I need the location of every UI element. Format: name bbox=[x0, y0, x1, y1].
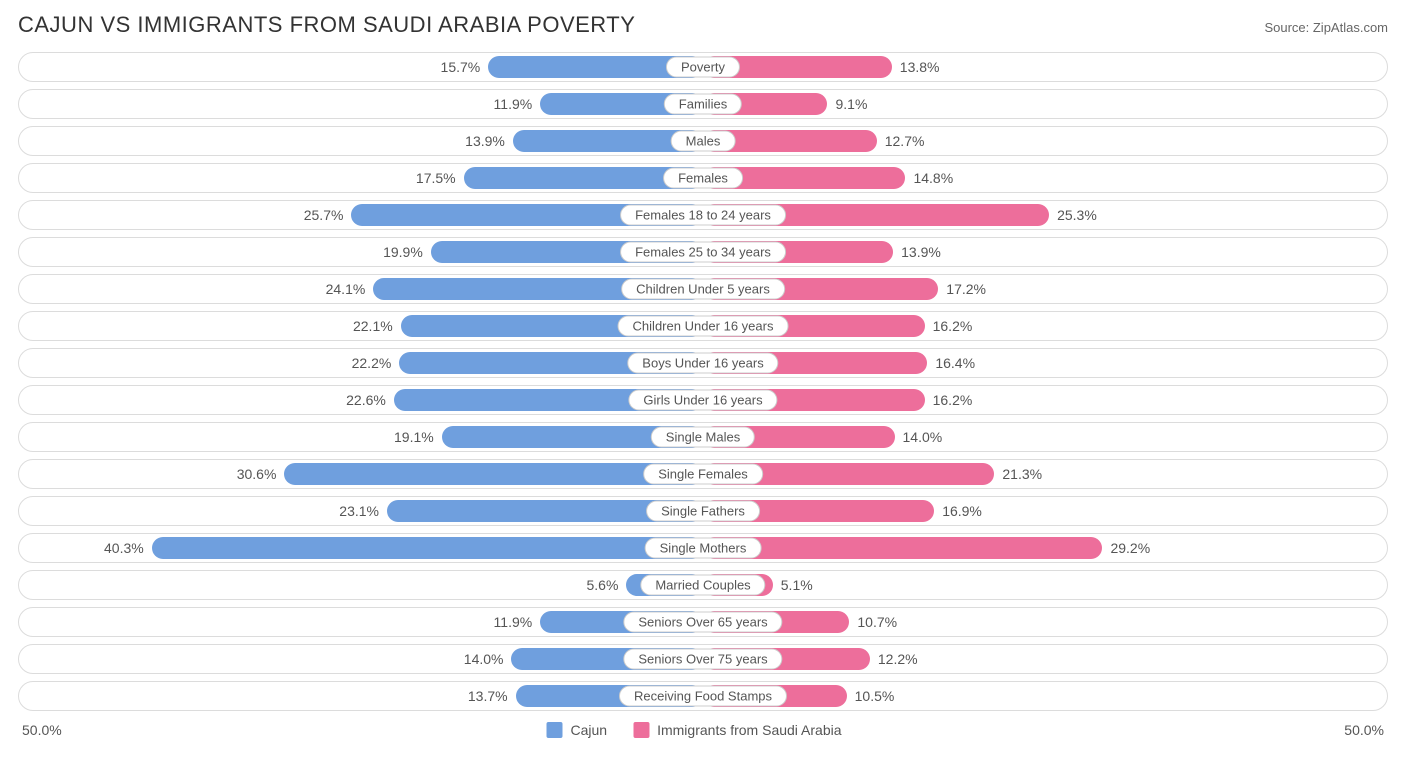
bar-left bbox=[284, 463, 703, 485]
chart-row: 19.9% 13.9% Females 25 to 34 years bbox=[18, 237, 1388, 267]
value-left: 23.1% bbox=[339, 503, 379, 519]
category-label: Females bbox=[663, 168, 743, 189]
chart-row: 23.1% 16.9% Single Fathers bbox=[18, 496, 1388, 526]
value-left: 5.6% bbox=[586, 577, 618, 593]
category-label: Males bbox=[671, 131, 736, 152]
value-left: 30.6% bbox=[237, 466, 277, 482]
category-label: Children Under 5 years bbox=[621, 279, 785, 300]
value-right: 25.3% bbox=[1057, 207, 1097, 223]
category-label: Poverty bbox=[666, 57, 740, 78]
chart-area: 15.7%13.8%Poverty11.9%9.1%Families13.9%1… bbox=[18, 52, 1388, 711]
value-right: 14.0% bbox=[903, 429, 943, 445]
chart-row: 11.9% 10.7% Seniors Over 65 years bbox=[18, 607, 1388, 637]
value-right: 13.8% bbox=[900, 59, 940, 75]
value-right: 14.8% bbox=[913, 170, 953, 186]
category-label: Seniors Over 65 years bbox=[623, 612, 782, 633]
chart-row: 22.1% 16.2% Children Under 16 years bbox=[18, 311, 1388, 341]
value-right: 29.2% bbox=[1110, 540, 1150, 556]
value-left: 19.9% bbox=[383, 244, 423, 260]
value-right: 10.5% bbox=[855, 688, 895, 704]
value-right: 16.2% bbox=[933, 318, 973, 334]
value-right: 16.9% bbox=[942, 503, 982, 519]
value-left: 24.1% bbox=[326, 281, 366, 297]
chart-row: 17.5% 14.8% Females bbox=[18, 163, 1388, 193]
value-left: 22.6% bbox=[346, 392, 386, 408]
category-label: Seniors Over 75 years bbox=[623, 649, 782, 670]
chart-row: 13.9% 12.7% Males bbox=[18, 126, 1388, 156]
bar-right bbox=[703, 537, 1102, 559]
value-left: 40.3% bbox=[104, 540, 144, 556]
chart-row: 25.7% 25.3% Females 18 to 24 years bbox=[18, 200, 1388, 230]
category-label: Single Males bbox=[651, 427, 755, 448]
category-label: Females 18 to 24 years bbox=[620, 205, 786, 226]
value-left: 19.1% bbox=[394, 429, 434, 445]
value-left: 15.7% bbox=[441, 59, 481, 75]
chart-header: CAJUN VS IMMIGRANTS FROM SAUDI ARABIA PO… bbox=[18, 12, 1388, 38]
chart-source: Source: ZipAtlas.com bbox=[1264, 20, 1388, 35]
category-label: Married Couples bbox=[640, 575, 765, 596]
value-right: 9.1% bbox=[835, 96, 867, 112]
value-right: 16.4% bbox=[935, 355, 975, 371]
chart-row: 15.7% 13.8% Poverty bbox=[18, 52, 1388, 82]
category-label: Females 25 to 34 years bbox=[620, 242, 786, 263]
value-left: 17.5% bbox=[416, 170, 456, 186]
legend-label-left: Cajun bbox=[571, 722, 608, 738]
value-left: 22.2% bbox=[352, 355, 392, 371]
category-label: Families bbox=[664, 94, 742, 115]
legend: Cajun Immigrants from Saudi Arabia bbox=[547, 722, 860, 738]
chart-row: 5.6% 5.1% Married Couples bbox=[18, 570, 1388, 600]
chart-row: 11.9% 9.1% Families bbox=[18, 89, 1388, 119]
chart-row: 22.6% 16.2% Girls Under 16 years bbox=[18, 385, 1388, 415]
chart-row: 13.7% 10.5% Receiving Food Stamps bbox=[18, 681, 1388, 711]
bar-left bbox=[152, 537, 703, 559]
axis-max-left: 50.0% bbox=[22, 722, 62, 738]
value-right: 12.7% bbox=[885, 133, 925, 149]
value-right: 21.3% bbox=[1002, 466, 1042, 482]
category-label: Single Fathers bbox=[646, 501, 760, 522]
category-label: Boys Under 16 years bbox=[627, 353, 778, 374]
value-right: 5.1% bbox=[781, 577, 813, 593]
value-left: 13.9% bbox=[465, 133, 505, 149]
chart-row: 30.6% 21.3% Single Females bbox=[18, 459, 1388, 489]
legend-swatch-right bbox=[633, 722, 649, 738]
chart-row: 24.1% 17.2% Children Under 5 years bbox=[18, 274, 1388, 304]
chart-footer: 50.0% Cajun Immigrants from Saudi Arabia… bbox=[18, 718, 1388, 742]
value-left: 22.1% bbox=[353, 318, 393, 334]
legend-swatch-left bbox=[547, 722, 563, 738]
chart-row: 19.1% 14.0% Single Males bbox=[18, 422, 1388, 452]
value-right: 10.7% bbox=[857, 614, 897, 630]
category-label: Receiving Food Stamps bbox=[619, 686, 787, 707]
value-left: 14.0% bbox=[464, 651, 504, 667]
category-label: Single Females bbox=[643, 464, 763, 485]
legend-label-right: Immigrants from Saudi Arabia bbox=[657, 722, 841, 738]
chart-row: 14.0% 12.2% Seniors Over 75 years bbox=[18, 644, 1388, 674]
category-label: Girls Under 16 years bbox=[628, 390, 777, 411]
chart-row: 40.3% 29.2% Single Mothers bbox=[18, 533, 1388, 563]
chart-row: 22.2% 16.4% Boys Under 16 years bbox=[18, 348, 1388, 378]
value-right: 13.9% bbox=[901, 244, 941, 260]
category-label: Single Mothers bbox=[645, 538, 762, 559]
value-right: 17.2% bbox=[946, 281, 986, 297]
value-left: 25.7% bbox=[304, 207, 344, 223]
chart-title: CAJUN VS IMMIGRANTS FROM SAUDI ARABIA PO… bbox=[18, 12, 635, 38]
axis-max-right: 50.0% bbox=[1344, 722, 1384, 738]
value-right: 12.2% bbox=[878, 651, 918, 667]
value-left: 13.7% bbox=[468, 688, 508, 704]
value-right: 16.2% bbox=[933, 392, 973, 408]
category-label: Children Under 16 years bbox=[618, 316, 789, 337]
value-left: 11.9% bbox=[494, 614, 533, 630]
value-left: 11.9% bbox=[494, 96, 533, 112]
